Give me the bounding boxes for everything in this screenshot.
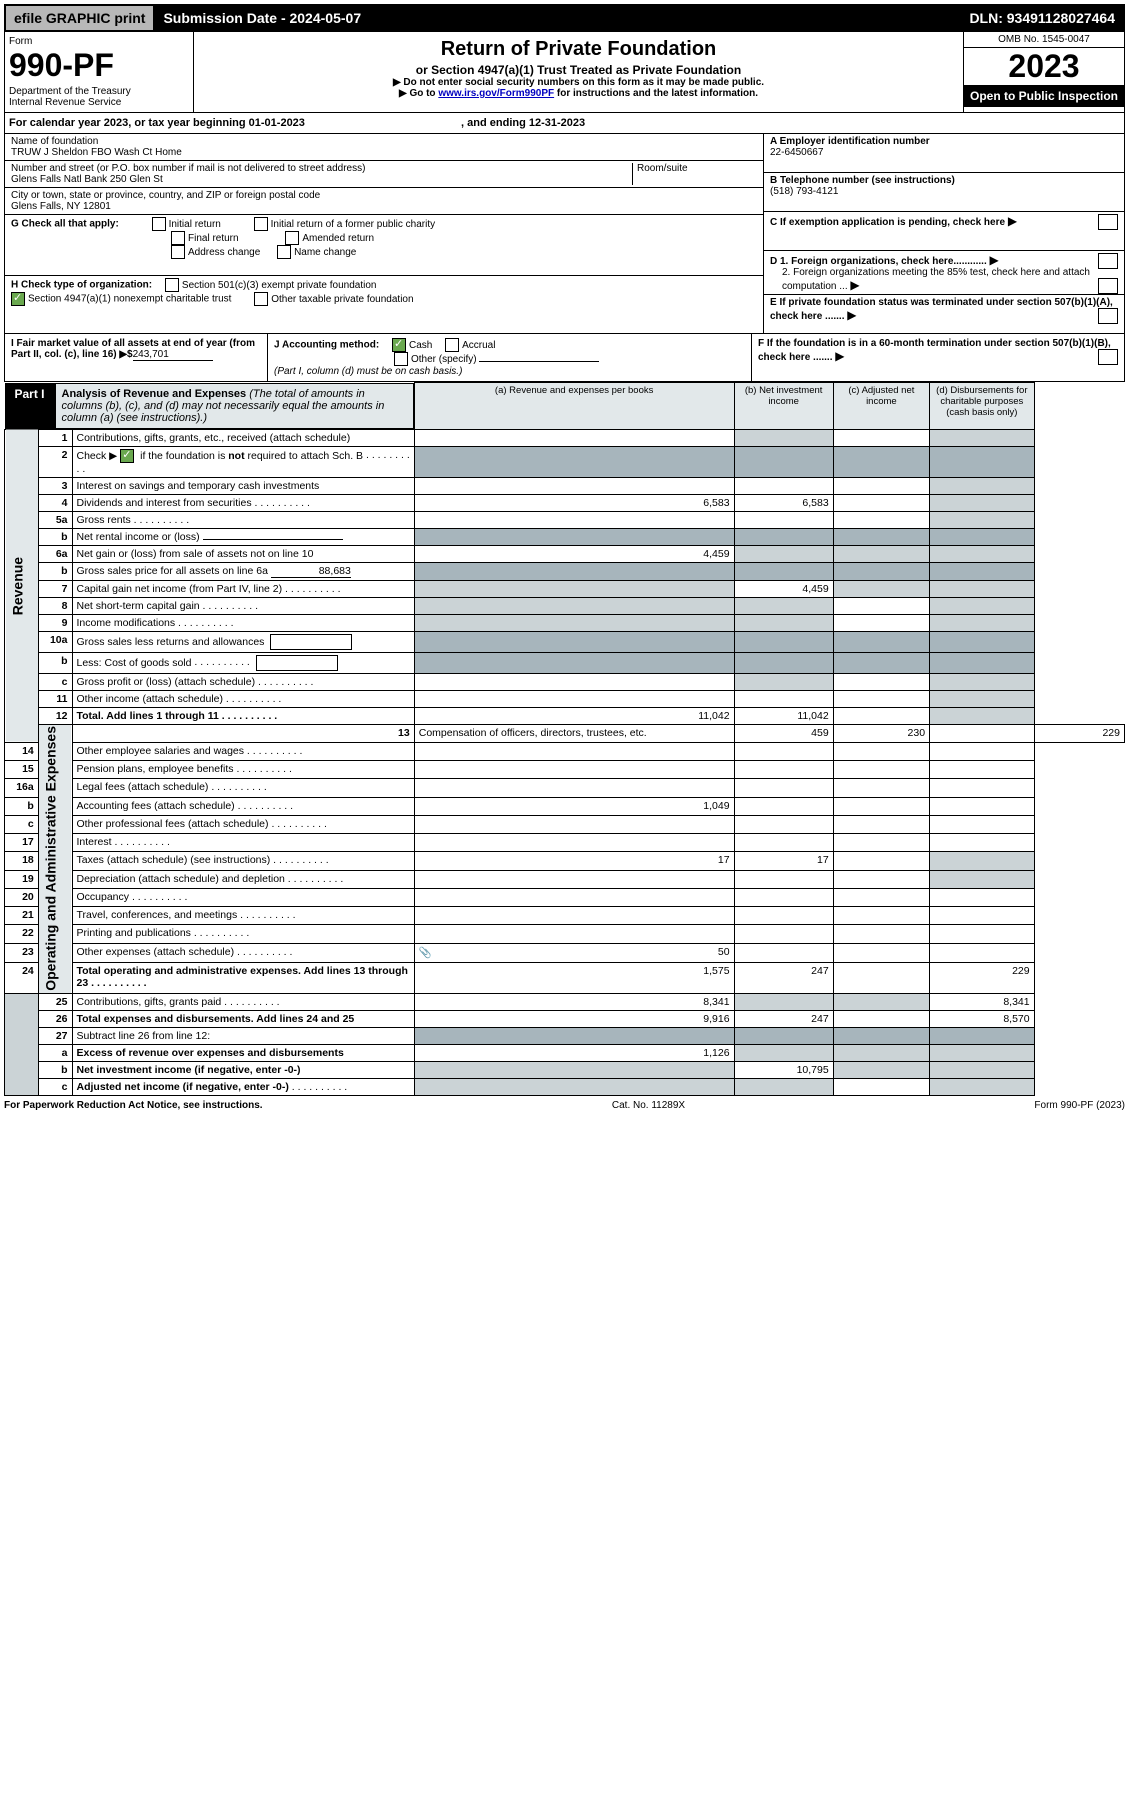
address: Glens Falls Natl Bank 250 Glen St	[11, 174, 632, 185]
city: Glens Falls, NY 12801	[11, 201, 757, 212]
calendar-year: For calendar year 2023, or tax year begi…	[4, 113, 1125, 134]
col-b: (b) Net investment income	[734, 383, 833, 430]
col-d: (d) Disbursements for charitable purpose…	[930, 383, 1035, 430]
tax-year: 2023	[964, 48, 1124, 85]
f-checkbox[interactable]	[1098, 349, 1118, 365]
note-1: ▶ Do not enter social security numbers o…	[198, 77, 959, 88]
footer-right: Form 990-PF (2023)	[1034, 1100, 1125, 1111]
instructions-link[interactable]: www.irs.gov/Form990PF	[438, 88, 554, 99]
top-bar: efile GRAPHIC print Submission Date - 20…	[4, 4, 1125, 32]
city-label: City or town, state or province, country…	[11, 190, 757, 201]
form-header: Form 990-PF Department of the Treasury I…	[4, 32, 1125, 113]
4947-checkbox[interactable]	[11, 292, 25, 306]
name-label: Name of foundation	[11, 136, 757, 147]
open-public: Open to Public Inspection	[964, 85, 1124, 107]
d2-checkbox[interactable]	[1098, 278, 1118, 294]
ein-label: A Employer identification number	[770, 136, 1118, 147]
footer: For Paperwork Reduction Act Notice, see …	[4, 1096, 1125, 1111]
footer-mid: Cat. No. 11289X	[612, 1100, 685, 1111]
submission-date: Submission Date - 2024-05-07	[155, 6, 961, 30]
cash-checkbox[interactable]	[392, 338, 406, 352]
part1-table: Part I Analysis of Revenue and Expenses …	[4, 382, 1125, 1096]
room-label: Room/suite	[632, 163, 757, 185]
fmv-value: 243,701	[133, 349, 213, 361]
form-number: 990-PF	[9, 47, 189, 84]
col-c: (c) Adjusted net income	[833, 383, 929, 430]
form-title: Return of Private Foundation	[198, 38, 959, 61]
form-subtitle: or Section 4947(a)(1) Trust Treated as P…	[198, 63, 959, 77]
dln: DLN: 93491128027464	[961, 6, 1123, 30]
info-grid: Name of foundation TRUW J Sheldon FBO Wa…	[4, 134, 1125, 334]
attach-icon[interactable]: 📎	[419, 946, 432, 959]
phone: (518) 793-4121	[770, 186, 1118, 197]
foundation-name: TRUW J Sheldon FBO Wash Ct Home	[11, 147, 757, 158]
omb: OMB No. 1545-0047	[964, 32, 1124, 48]
efile-label: efile GRAPHIC print	[6, 6, 155, 30]
dept: Department of the Treasury Internal Reve…	[9, 86, 189, 108]
footer-left: For Paperwork Reduction Act Notice, see …	[4, 1100, 263, 1111]
phone-label: B Telephone number (see instructions)	[770, 175, 1118, 186]
g-label: G Check all that apply:	[11, 219, 119, 230]
e-checkbox[interactable]	[1098, 308, 1118, 324]
form-label: Form	[9, 36, 189, 47]
c-checkbox[interactable]	[1098, 214, 1118, 230]
d1-checkbox[interactable]	[1098, 253, 1118, 269]
schb-checkbox[interactable]	[120, 449, 134, 463]
ein: 22-6450667	[770, 147, 1118, 158]
h-label: H Check type of organization:	[11, 280, 152, 291]
expenses-side: Operating and Administrative Expenses	[38, 724, 72, 994]
revenue-side: Revenue	[5, 429, 39, 742]
part-label: Part I	[5, 383, 55, 429]
note-2: ▶ Go to www.irs.gov/Form990PF for instru…	[198, 88, 959, 99]
address-label: Number and street (or P.O. box number if…	[11, 163, 632, 174]
col-a: (a) Revenue and expenses per books	[414, 383, 734, 430]
bottom-flags: I Fair market value of all assets at end…	[4, 334, 1125, 382]
